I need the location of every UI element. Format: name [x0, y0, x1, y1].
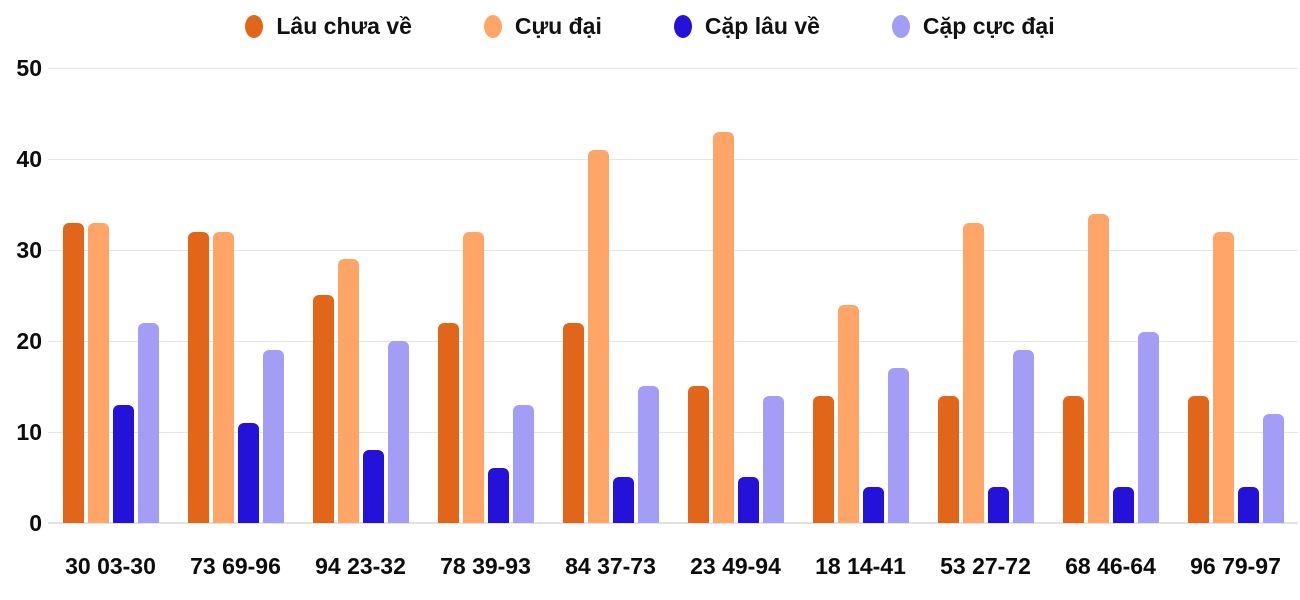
- bar: [987, 487, 1009, 523]
- bar: [1212, 232, 1234, 523]
- legend: Lâu chưa về Cựu đại Cặp lâu về Cặp cực đại: [0, 6, 1300, 46]
- x-axis-label: 84 37-73: [565, 553, 656, 579]
- bar: [637, 386, 659, 523]
- bar: [512, 405, 534, 523]
- bar: [1112, 487, 1134, 523]
- bar: [712, 132, 734, 523]
- bar: [687, 386, 709, 523]
- legend-label: Cặp cực đại: [922, 12, 1055, 39]
- legend-label: Cựu đại: [514, 12, 602, 39]
- bar: [612, 477, 634, 523]
- plot-area: [48, 68, 1298, 524]
- gridline: [48, 159, 1298, 160]
- bar: [937, 396, 959, 523]
- y-axis-tick-label: 0: [29, 510, 42, 536]
- bar: [262, 350, 284, 523]
- legend-circle-icon: [245, 14, 264, 38]
- legend-item: Lâu chưa về: [245, 13, 412, 40]
- bar: [462, 232, 484, 523]
- bar: [837, 305, 859, 523]
- bar: [862, 487, 884, 523]
- legend-circle-icon: [483, 14, 502, 38]
- bar: [137, 323, 159, 523]
- bar: [1087, 214, 1109, 523]
- y-axis-tick-label: 20: [16, 328, 42, 354]
- legend-item: Cặp lâu về: [673, 12, 820, 40]
- x-axis-label: 68 46-64: [1065, 553, 1156, 579]
- bar: [112, 405, 134, 523]
- bar-group: [548, 68, 673, 523]
- bar: [962, 223, 984, 523]
- bar: [62, 223, 84, 523]
- gridline: [48, 522, 1298, 524]
- y-axis-tick-label: 40: [16, 146, 42, 172]
- legend-label: Lâu chưa về: [276, 12, 412, 39]
- x-axis-label: 18 14-41: [815, 553, 906, 579]
- bar-group: [923, 68, 1048, 523]
- legend-item: Cựu đại: [483, 12, 602, 40]
- x-axis-label: 53 27-72: [940, 553, 1031, 579]
- y-axis-tick-label: 50: [16, 55, 42, 81]
- y-axis-tick-label: 10: [16, 419, 42, 445]
- bar: [737, 477, 759, 523]
- y-axis: 0 10 20 30 40 50: [0, 0, 42, 600]
- x-axis-label: 73 69-96: [190, 553, 281, 579]
- bar: [887, 368, 909, 523]
- bar: [87, 223, 109, 523]
- x-axis-label: 23 49-94: [690, 553, 781, 579]
- legend-item: Cặp cực đại: [891, 12, 1055, 40]
- legend-circle-icon: [891, 14, 910, 38]
- x-axis-label: 78 39-93: [440, 553, 531, 579]
- bar: [812, 396, 834, 523]
- bar-group: [423, 68, 548, 523]
- bar: [1012, 350, 1034, 523]
- bar-groups: [48, 68, 1298, 523]
- gridline: [48, 341, 1298, 342]
- legend-circle-icon: [673, 14, 692, 38]
- bar-group: [798, 68, 923, 523]
- x-axis-label: 96 79-97: [1190, 553, 1281, 579]
- bar: [1237, 487, 1259, 523]
- bar: [312, 295, 334, 523]
- bar: [212, 232, 234, 523]
- x-axis: 30 03-30 73 69-96 94 23-32 78 39-93 84 37-73…: [48, 553, 1298, 580]
- y-axis-tick-label: 30: [16, 237, 42, 263]
- bar: [362, 450, 384, 523]
- bar-group: [173, 68, 298, 523]
- bar-group: [1173, 68, 1298, 523]
- x-axis-label: 30 03-30: [65, 553, 156, 579]
- x-axis-label: 94 23-32: [315, 553, 406, 579]
- bar: [437, 323, 459, 523]
- bar-group: [673, 68, 798, 523]
- bar: [187, 232, 209, 523]
- gridline: [48, 432, 1298, 433]
- bar: [1062, 396, 1084, 523]
- bar-group: [298, 68, 423, 523]
- bar-group: [48, 68, 173, 523]
- bar: [1137, 332, 1159, 523]
- bar: [387, 341, 409, 523]
- gridline: [48, 250, 1298, 251]
- bar: [237, 423, 259, 523]
- bar: [587, 150, 609, 523]
- bar: [562, 323, 584, 523]
- bar: [487, 468, 509, 523]
- gridline: [48, 68, 1298, 69]
- bar: [337, 259, 359, 523]
- legend-label: Cặp lâu về: [704, 12, 820, 39]
- bar: [762, 396, 784, 523]
- bar-group: [1048, 68, 1173, 523]
- bar: [1262, 414, 1284, 523]
- bar: [1187, 396, 1209, 523]
